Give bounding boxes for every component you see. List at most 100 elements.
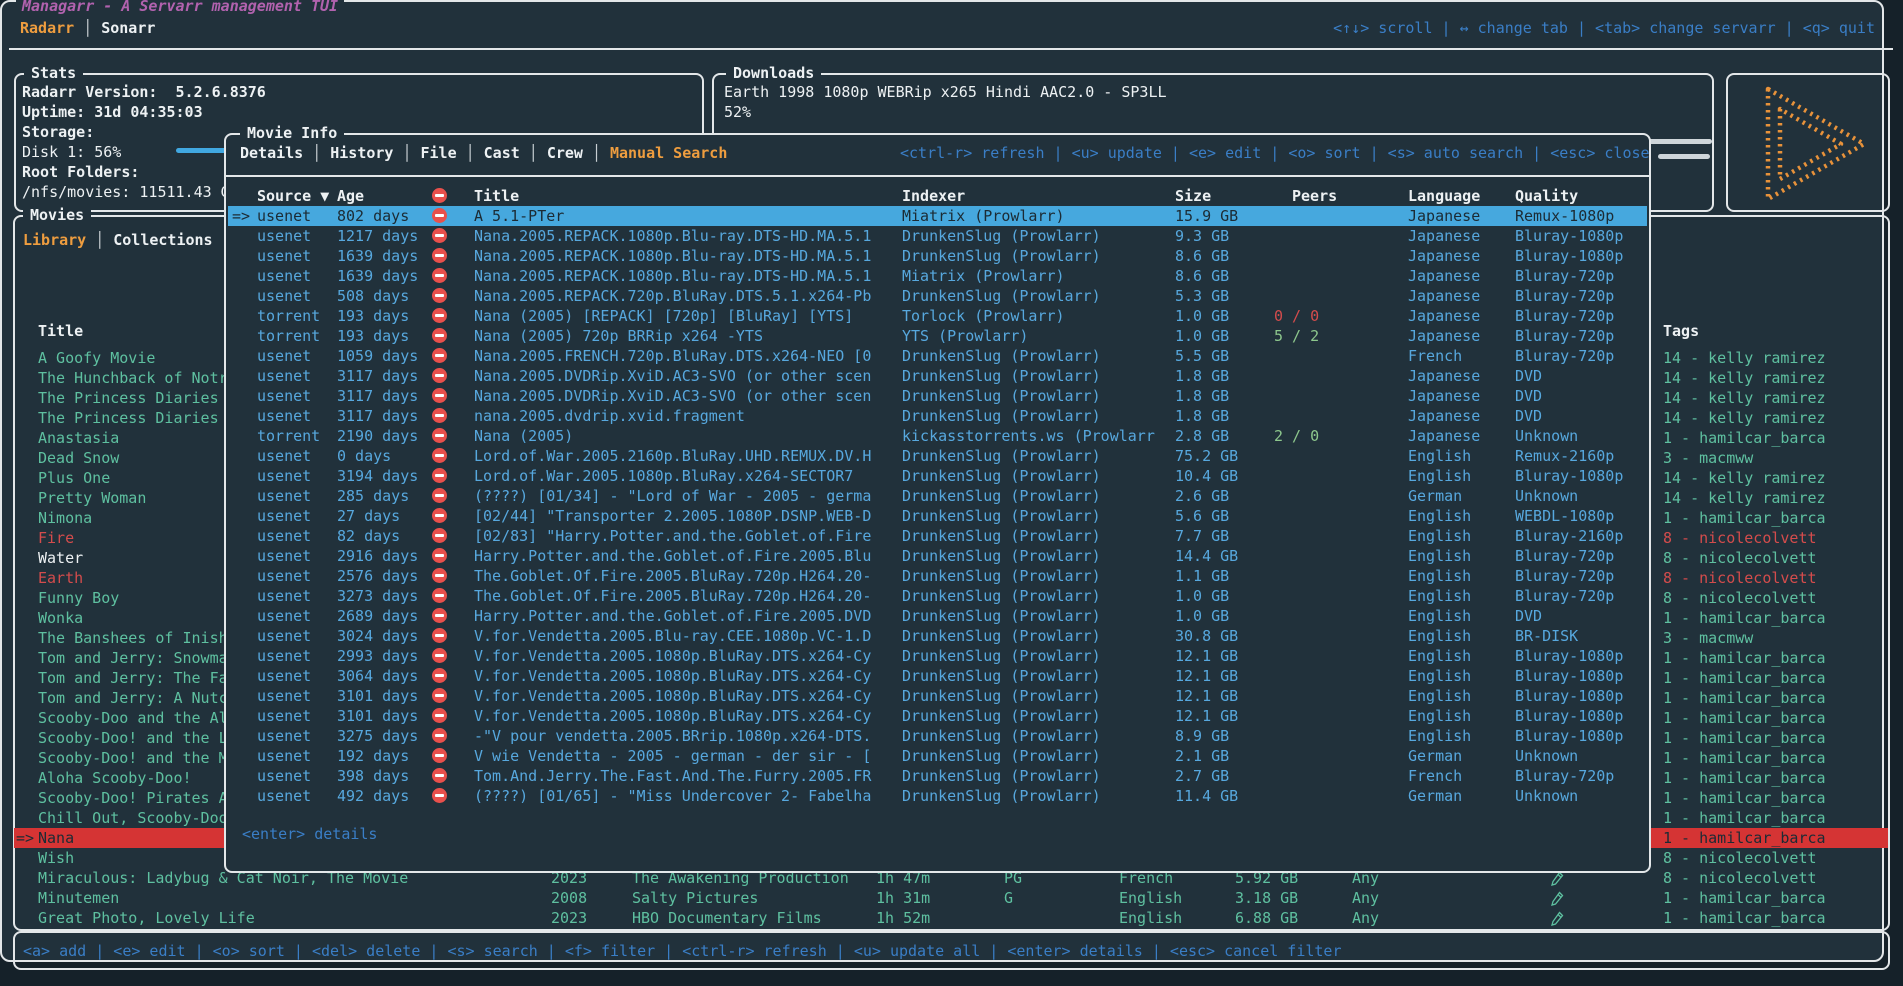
library-row[interactable]: Wonka 1 - hamilcar_barca — [14, 608, 1888, 628]
managarr-play-logo-icon — [1765, 86, 1867, 202]
reject-icon — [432, 188, 447, 203]
library-row[interactable]: Funny Boy 8 - nicolecolvett — [14, 588, 1888, 608]
search-result-row[interactable]: usenet 3194 days Lord.of.War.2005.1080p.Bl… — [228, 466, 1647, 486]
search-result-row[interactable]: usenet 3273 days The.Goblet.Of.Fire.2005.B… — [228, 586, 1647, 606]
reject-icon — [432, 388, 447, 403]
tab-library[interactable]: Library — [23, 231, 87, 249]
column-language[interactable]: Language — [1408, 187, 1481, 205]
result-age: 1217 days — [337, 227, 419, 245]
result-source: usenet — [257, 627, 312, 645]
result-indexer: DrunkenSlug (Prowlarr) — [902, 527, 1101, 545]
result-title: Nana (2005) [REPACK] [720p] [BluRay] [YT… — [474, 307, 854, 325]
tab-radarr[interactable]: Radarr — [20, 19, 75, 37]
library-row[interactable]: Tom and Jerry: The Fa 1 - hamilcar_barca — [14, 668, 1888, 688]
search-result-row[interactable]: usenet 285 days (????) [01/34] - "Lord of … — [228, 486, 1647, 506]
column-indexer[interactable]: Indexer — [902, 187, 966, 205]
search-result-row[interactable]: usenet 2993 days V.for.Vendetta.2005.1080p… — [228, 646, 1647, 666]
reject-icon — [432, 448, 447, 463]
search-result-row[interactable]: usenet 0 days Lord.of.War.2005.2160p.BluRa… — [228, 446, 1647, 466]
reject-icon — [432, 688, 447, 703]
search-result-row[interactable]: usenet 3117 days nana.2005.dvdrip.xvid.fra… — [228, 406, 1647, 426]
library-row[interactable]: Wish 8 - nicolecolvett — [14, 848, 1888, 868]
tab-manual-search[interactable]: Manual Search — [609, 144, 728, 162]
search-result-row[interactable]: usenet 1217 days Nana.2005.REPACK.1080p.Bl… — [228, 226, 1647, 246]
tab-cast[interactable]: Cast — [483, 144, 520, 162]
library-row[interactable]: Aloha Scooby-Doo! 1 - hamilcar_barca — [14, 768, 1888, 788]
library-row[interactable]: Scooby-Doo and the Al 1 - hamilcar_barca — [14, 708, 1888, 728]
tab-details[interactable]: Details — [240, 144, 304, 162]
library-row[interactable]: The Princess Diaries 14 - kelly ramirez — [14, 408, 1888, 428]
search-results-table: => usenet 802 days A 5.1-PTer Miatrix (Prowl… — [226, 135, 1649, 871]
tab-sonarr[interactable]: Sonarr — [101, 19, 156, 37]
reject-icon — [432, 748, 447, 763]
result-language: Japanese — [1408, 427, 1481, 445]
search-result-row[interactable]: torrent 2190 days Nana (2005) kickasstorren… — [228, 426, 1647, 446]
library-row[interactable]: Tom and Jerry: A Nutc 1 - hamilcar_barca — [14, 688, 1888, 708]
result-age: 3194 days — [337, 467, 419, 485]
result-indexer: DrunkenSlug (Prowlarr) — [902, 447, 1101, 465]
search-result-row[interactable]: usenet 27 days [02/44] "Transporter 2.2005… — [228, 506, 1647, 526]
search-result-row[interactable]: usenet 3117 days Nana.2005.DVDRip.XviD.AC3… — [228, 386, 1647, 406]
column-title[interactable]: Title — [474, 187, 520, 205]
column-age[interactable]: Age — [337, 187, 365, 205]
result-indexer: DrunkenSlug (Prowlarr) — [902, 627, 1101, 645]
library-row[interactable]: Chill Out, Scooby-Doo 1 - hamilcar_barca — [14, 808, 1888, 828]
library-row[interactable]: Water 8 - nicolecolvett — [14, 548, 1888, 568]
movie-size: 3.18 GB — [1235, 889, 1299, 907]
tab-crew[interactable]: Crew — [546, 144, 583, 162]
library-row[interactable]: Scooby-Doo! and the L 1 - hamilcar_barca — [14, 728, 1888, 748]
search-result-row[interactable]: usenet 2576 days The.Goblet.Of.Fire.2005.B… — [228, 566, 1647, 586]
search-result-row[interactable]: usenet 3117 days Nana.2005.DVDRip.XviD.AC3… — [228, 366, 1647, 386]
result-language: Japanese — [1408, 267, 1481, 285]
search-result-row[interactable]: usenet 508 days Nana.2005.REPACK.720p.BluR… — [228, 286, 1647, 306]
library-row[interactable]: Fire 8 - nicolecolvett — [14, 528, 1888, 548]
search-result-row[interactable]: usenet 2689 days Harry.Potter.and.the.Gobl… — [228, 606, 1647, 626]
library-row[interactable]: Anastasia 1 - hamilcar_barca — [14, 428, 1888, 448]
column-peers[interactable]: Peers — [1292, 187, 1338, 205]
column-source[interactable]: Source ▼ — [257, 187, 330, 205]
search-result-row[interactable]: => usenet 802 days A 5.1-PTer Miatrix (Prowl… — [228, 206, 1647, 226]
column-size[interactable]: Size — [1175, 187, 1212, 205]
library-row[interactable]: Minutemen 2008 Salty Pictures 1h 31m G Englis… — [14, 888, 1888, 908]
tab-collections[interactable]: Collections — [113, 231, 213, 249]
library-row[interactable]: The Princess Diaries 14 - kelly ramirez — [14, 388, 1888, 408]
library-row[interactable]: Scooby-Doo! Pirates A 1 - hamilcar_barca — [14, 788, 1888, 808]
result-quality: Bluray-720p — [1515, 287, 1615, 305]
search-result-row[interactable]: usenet 192 days V wie Vendetta - 2005 - ge… — [228, 746, 1647, 766]
search-result-row[interactable]: usenet 492 days (????) [01/65] - "Miss Und… — [228, 786, 1647, 806]
logo-panel — [1726, 73, 1890, 212]
search-result-row[interactable]: torrent 193 days Nana (2005) [REPACK] [720… — [228, 306, 1647, 326]
library-row[interactable]: Dead Snow 3 - macmww — [14, 448, 1888, 468]
tab-history[interactable]: History — [330, 144, 394, 162]
search-result-row[interactable]: usenet 3064 days V.for.Vendetta.2005.1080p… — [228, 666, 1647, 686]
search-result-row[interactable]: usenet 398 days Tom.And.Jerry.The.Fast.And… — [228, 766, 1647, 786]
search-result-row[interactable]: usenet 1639 days Nana.2005.REPACK.1080p.Bl… — [228, 246, 1647, 266]
library-row[interactable]: Pretty Woman 14 - kelly ramirez — [14, 488, 1888, 508]
library-row[interactable]: Nimona 1 - hamilcar_barca — [14, 508, 1888, 528]
selection-marker: => — [232, 207, 251, 225]
search-result-row[interactable]: usenet 82 days [02/83] "Harry.Potter.and.t… — [228, 526, 1647, 546]
search-result-row[interactable]: usenet 3275 days -"V pour vendetta.2005.BR… — [228, 726, 1647, 746]
library-row[interactable]: The Hunchback of Notr 14 - kelly ramirez — [14, 368, 1888, 388]
library-row[interactable]: Miraculous: Ladybug & Cat Noir, The Movi… — [14, 868, 1888, 888]
search-result-row[interactable]: usenet 3101 days V.for.Vendetta.2005.1080p… — [228, 706, 1647, 726]
result-peers: 2 / 0 — [1274, 427, 1320, 445]
library-row[interactable]: A Goofy Movie 14 - kelly ramirez — [14, 348, 1888, 368]
library-row[interactable]: Earth 8 - nicolecolvett — [14, 568, 1888, 588]
search-result-row[interactable]: usenet 2916 days Harry.Potter.and.the.Gobl… — [228, 546, 1647, 566]
column-quality[interactable]: Quality — [1515, 187, 1579, 205]
search-result-row[interactable]: usenet 1059 days Nana.2005.FRENCH.720p.Blu… — [228, 346, 1647, 366]
search-result-row[interactable]: torrent 193 days Nana (2005) 720p BRRip x2… — [228, 326, 1647, 346]
library-row[interactable]: Plus One 14 - kelly ramirez — [14, 468, 1888, 488]
library-row[interactable]: Tom and Jerry: Snowma 1 - hamilcar_barca — [14, 648, 1888, 668]
search-result-row[interactable]: usenet 1639 days Nana.2005.REPACK.1080p.Bl… — [228, 266, 1647, 286]
search-result-row[interactable]: usenet 3024 days V.for.Vendetta.2005.Blu-r… — [228, 626, 1647, 646]
download-item-title: Earth 1998 1080p WEBRip x265 Hindi AAC2.… — [724, 83, 1167, 101]
tab-file[interactable]: File — [420, 144, 457, 162]
library-row[interactable]: Scooby-Doo! and the M 1 - hamilcar_barca — [14, 748, 1888, 768]
movie-title: Plus One — [38, 469, 111, 487]
search-result-row[interactable]: usenet 3101 days V.for.Vendetta.2005.1080p… — [228, 686, 1647, 706]
result-size: 1.1 GB — [1175, 567, 1230, 585]
library-row[interactable]: Great Photo, Lovely Life 2023 HBO Document… — [14, 908, 1888, 928]
library-row[interactable]: The Banshees of Inish 3 - macmww — [14, 628, 1888, 648]
